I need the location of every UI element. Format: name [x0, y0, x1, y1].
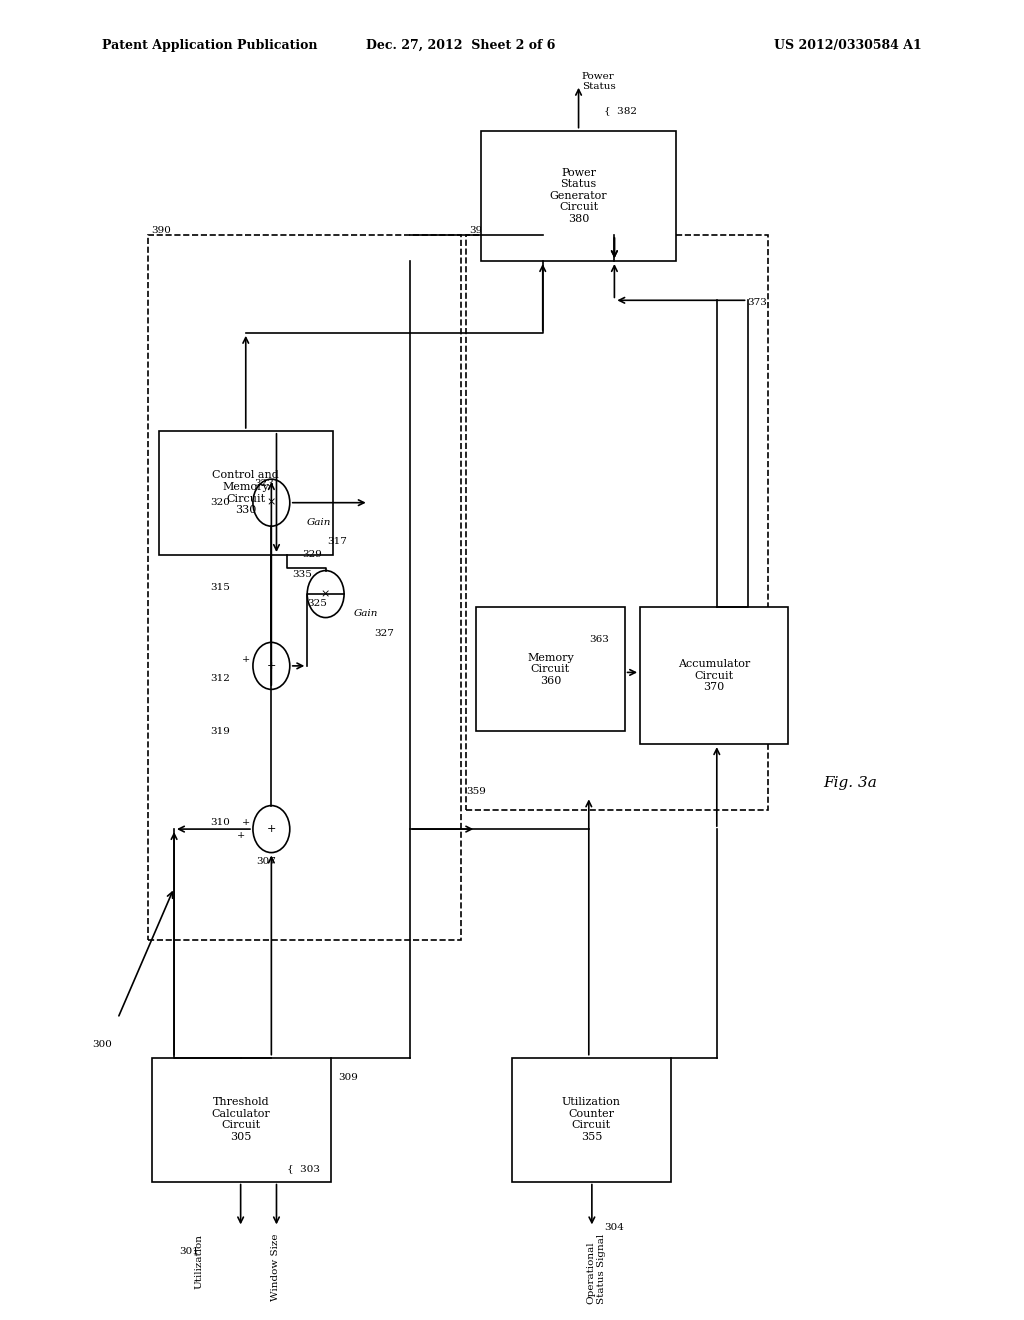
Text: Threshold
Calculator
Circuit
305: Threshold Calculator Circuit 305 [212, 1097, 270, 1142]
Text: Memory
Circuit
360: Memory Circuit 360 [527, 652, 573, 686]
Text: Window Size: Window Size [271, 1234, 281, 1302]
Text: 300: 300 [92, 1040, 113, 1049]
FancyBboxPatch shape [476, 607, 625, 731]
Text: 395: 395 [469, 226, 488, 235]
Text: 304: 304 [604, 1222, 624, 1232]
Text: 319: 319 [211, 727, 230, 735]
Text: Operational
Status Signal: Operational Status Signal [587, 1234, 606, 1304]
Text: 315: 315 [211, 583, 230, 593]
Text: 310: 310 [211, 818, 230, 828]
Text: 363: 363 [589, 635, 608, 644]
Text: Gain: Gain [307, 517, 332, 527]
Text: ×: × [321, 589, 331, 599]
FancyBboxPatch shape [512, 1057, 671, 1181]
FancyBboxPatch shape [481, 131, 676, 261]
Text: 325: 325 [307, 599, 327, 607]
Text: ×: × [266, 498, 276, 508]
FancyBboxPatch shape [640, 607, 788, 744]
Text: {  382: { 382 [604, 107, 637, 115]
Text: Control and
Memory
Circuit
330: Control and Memory Circuit 330 [212, 470, 280, 515]
Text: 373: 373 [748, 298, 767, 306]
Text: 335: 335 [292, 570, 311, 579]
Text: Accumulator
Circuit
370: Accumulator Circuit 370 [678, 659, 751, 692]
Text: 320: 320 [211, 498, 230, 507]
Text: Utilization: Utilization [195, 1234, 204, 1288]
Text: +: + [266, 661, 276, 671]
Text: {  303: { 303 [287, 1164, 319, 1173]
FancyBboxPatch shape [152, 1057, 331, 1181]
Text: Patent Application Publication: Patent Application Publication [102, 40, 317, 53]
Text: 307: 307 [256, 857, 275, 866]
Text: 329: 329 [302, 550, 322, 560]
Text: +: + [242, 818, 250, 828]
Text: Fig. 3a: Fig. 3a [823, 776, 877, 791]
Text: Utilization
Counter
Circuit
355: Utilization Counter Circuit 355 [562, 1097, 621, 1142]
Text: 323: 323 [254, 479, 273, 487]
Text: 309: 309 [338, 1073, 357, 1081]
Text: Dec. 27, 2012  Sheet 2 of 6: Dec. 27, 2012 Sheet 2 of 6 [367, 40, 555, 53]
Text: +: + [237, 832, 245, 840]
Text: 312: 312 [211, 675, 230, 684]
Text: Power
Status: Power Status [582, 73, 615, 91]
Text: 390: 390 [152, 226, 171, 235]
Text: +: + [242, 655, 250, 664]
Text: US 2012/0330584 A1: US 2012/0330584 A1 [774, 40, 922, 53]
Text: 359: 359 [466, 788, 485, 796]
Text: 317: 317 [328, 537, 347, 546]
Text: Gain: Gain [353, 609, 378, 618]
Text: 327: 327 [374, 628, 393, 638]
Text: +: + [266, 824, 276, 834]
FancyBboxPatch shape [159, 430, 333, 554]
Text: 301: 301 [179, 1247, 200, 1255]
Text: Power
Status
Generator
Circuit
380: Power Status Generator Circuit 380 [550, 168, 607, 224]
